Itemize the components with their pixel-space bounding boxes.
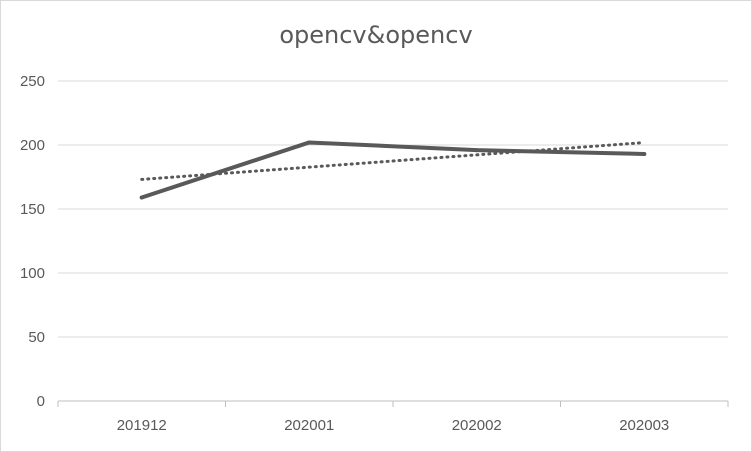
y-tick-label: 200 — [20, 137, 45, 154]
data-point — [642, 151, 647, 156]
data-point — [307, 140, 312, 145]
x-tick-label: 202001 — [284, 417, 334, 434]
y-tick-label: 50 — [28, 329, 45, 346]
data-point — [139, 195, 144, 200]
x-tick-label: 202002 — [452, 417, 502, 434]
y-tick-label: 0 — [37, 393, 45, 410]
x-tick-label: 202003 — [619, 417, 669, 434]
trendline — [140, 141, 646, 181]
series-line — [139, 140, 647, 200]
y-tick-label: 150 — [20, 201, 45, 218]
data-point — [474, 148, 479, 153]
y-tick-label: 100 — [20, 265, 45, 282]
x-tick-label: 201912 — [117, 417, 167, 434]
y-tick-label: 250 — [20, 73, 45, 90]
chart-title: opencv&opencv — [279, 21, 473, 49]
